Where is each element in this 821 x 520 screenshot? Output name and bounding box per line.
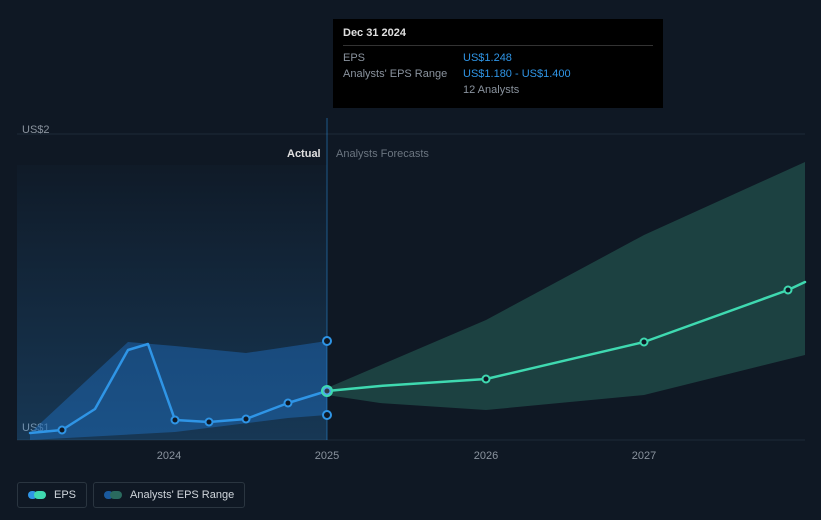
range-forecast-area [327, 162, 805, 410]
legend-swatch-range [104, 491, 122, 499]
chart-tooltip: Dec 31 2024 EPS US$1.248 Analysts' EPS R… [333, 19, 663, 108]
eps-marker[interactable] [641, 339, 648, 346]
tooltip-eps-label: EPS [343, 52, 463, 64]
tooltip-divider [343, 45, 653, 46]
legend-label-range: Analysts' EPS Range [130, 489, 234, 501]
legend-item-range[interactable]: Analysts' EPS Range [93, 482, 245, 508]
legend-swatch-eps [28, 491, 46, 499]
tooltip-range-label: Analysts' EPS Range [343, 68, 463, 80]
eps-marker[interactable] [59, 427, 66, 434]
eps-marker[interactable] [172, 417, 179, 424]
legend-label-eps: EPS [54, 489, 76, 501]
legend-item-eps[interactable]: EPS [17, 482, 87, 508]
range-end-marker [323, 337, 331, 345]
tooltip-date: Dec 31 2024 [343, 27, 653, 39]
tooltip-eps-value: US$1.248 [463, 52, 512, 64]
chart-legend: EPS Analysts' EPS Range [17, 482, 245, 508]
tooltip-analysts-count: 12 Analysts [463, 84, 653, 96]
eps-marker[interactable] [206, 419, 213, 426]
eps-marker-current [322, 386, 332, 396]
range-end-marker [323, 411, 331, 419]
eps-marker[interactable] [483, 376, 490, 383]
tooltip-range-value: US$1.180 - US$1.400 [463, 68, 571, 80]
eps-marker[interactable] [243, 416, 250, 423]
eps-marker[interactable] [285, 400, 292, 407]
eps-marker[interactable] [785, 287, 792, 294]
hover-glow [17, 165, 327, 440]
